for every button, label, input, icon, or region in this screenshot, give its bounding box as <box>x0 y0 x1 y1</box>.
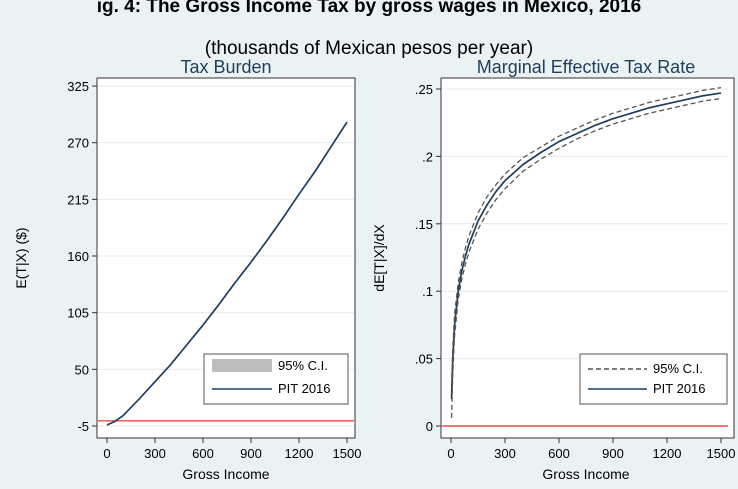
tax-burden-y-tick-label: 50 <box>75 362 89 377</box>
tax-burden-y-tick-label: -5 <box>77 419 89 434</box>
marginal-rate-y-tick-label: .05 <box>415 352 433 367</box>
marginal-rate-legend-ci-label: 95% C.I. <box>653 361 703 376</box>
marginal-rate-y-axis-label: dE[T|X]/dX <box>371 224 387 292</box>
tax-burden-x-tick-label: 600 <box>192 446 214 461</box>
marginal-rate-x-tick-label: 300 <box>494 446 516 461</box>
figure-subtitle: (thousands of Mexican pesos per year) <box>205 38 533 59</box>
tax-burden-x-tick-label: 1200 <box>285 446 314 461</box>
marginal-rate-y-tick-label: .2 <box>422 149 433 164</box>
marginal-rate-y-tick-label: .15 <box>415 217 433 232</box>
tax-burden-series-line <box>106 121 348 426</box>
tax-burden-y-axis-label: E(T|X) ($) <box>13 227 29 288</box>
figure-title: ig. 4: The Gross Income Tax by gross wag… <box>97 0 642 17</box>
marginal-rate-x-axis-label: Gross Income <box>542 466 629 482</box>
marginal-rate-series-line <box>450 92 722 400</box>
marginal-rate-x-tick-label: 1500 <box>707 446 736 461</box>
tax-burden-x-tick-label: 300 <box>144 446 166 461</box>
tax-burden-legend-line-label: PIT 2016 <box>278 381 331 396</box>
tax-burden-y-tick-label: 215 <box>67 192 89 207</box>
tax-burden-x-tick-label: 0 <box>103 446 110 461</box>
tax-burden-x-tick-label: 900 <box>240 446 262 461</box>
marginal-rate-title: Marginal Effective Tax Rate <box>477 57 695 77</box>
tax-burden-y-tick-label: 325 <box>67 79 89 94</box>
marginal-rate-y-tick-label: 0 <box>426 419 433 434</box>
tax-burden-legend: 95% C.I. PIT 2016 <box>203 353 349 405</box>
tax-burden-legend-ci-swatch <box>212 359 272 372</box>
marginal-rate-legend: 95% C.I. PIT 2016 <box>579 353 728 405</box>
tax-burden-panel: Tax Burden Gross Income E(T|X) ($) -5 50 1… <box>13 57 361 482</box>
marginal-rate-y-tick-label: .25 <box>415 82 433 97</box>
tax-burden-y-tick-label: 105 <box>67 306 89 321</box>
marginal-rate-x-tick-label: 900 <box>602 446 624 461</box>
marginal-rate-x-tick-label: 0 <box>447 446 454 461</box>
tax-burden-y-tick-label: 270 <box>67 136 89 151</box>
marginal-rate-panel: Marginal Effective Tax Rate Gross Income… <box>371 57 735 482</box>
tax-burden-x-tick-label: 1500 <box>333 446 362 461</box>
tax-burden-legend-ci-label: 95% C.I. <box>278 358 328 373</box>
marginal-rate-ci-line <box>450 87 722 386</box>
tax-burden-x-axis-label: Gross Income <box>182 466 269 482</box>
marginal-rate-y-tick-label: .1 <box>422 284 433 299</box>
tax-burden-title: Tax Burden <box>180 57 271 77</box>
marginal-rate-ci-line <box>450 97 722 418</box>
marginal-rate-legend-box <box>579 353 728 405</box>
marginal-rate-legend-line-label: PIT 2016 <box>653 381 706 396</box>
tax-burden-y-tick-label: 160 <box>67 249 89 264</box>
marginal-rate-x-tick-label: 1200 <box>653 446 682 461</box>
marginal-rate-x-tick-label: 600 <box>548 446 570 461</box>
